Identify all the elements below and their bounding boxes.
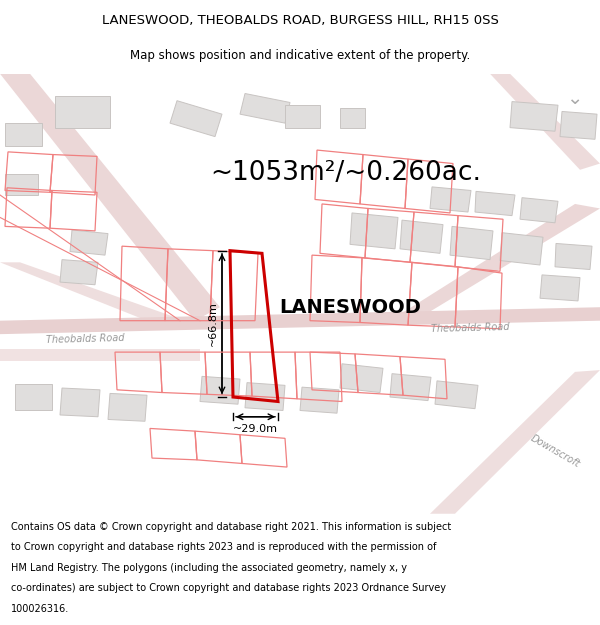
Polygon shape bbox=[435, 381, 478, 409]
Polygon shape bbox=[60, 259, 98, 285]
Polygon shape bbox=[240, 94, 290, 123]
Polygon shape bbox=[340, 108, 365, 127]
Polygon shape bbox=[0, 349, 200, 361]
Text: ⌄: ⌄ bbox=[566, 89, 582, 108]
Polygon shape bbox=[400, 220, 443, 253]
Polygon shape bbox=[390, 204, 600, 321]
Text: to Crown copyright and database rights 2023 and is reproduced with the permissio: to Crown copyright and database rights 2… bbox=[11, 542, 436, 552]
Polygon shape bbox=[430, 370, 600, 514]
Polygon shape bbox=[540, 275, 580, 301]
Polygon shape bbox=[430, 187, 471, 212]
Polygon shape bbox=[490, 74, 600, 170]
Text: Contains OS data © Crown copyright and database right 2021. This information is : Contains OS data © Crown copyright and d… bbox=[11, 521, 451, 531]
Polygon shape bbox=[300, 387, 339, 413]
Polygon shape bbox=[555, 244, 592, 269]
Text: Theobalds Road: Theobalds Road bbox=[46, 332, 124, 344]
Text: ~29.0m: ~29.0m bbox=[233, 424, 278, 434]
Polygon shape bbox=[520, 198, 558, 222]
Polygon shape bbox=[500, 232, 543, 265]
Text: LANESWOOD, THEOBALDS ROAD, BURGESS HILL, RH15 0SS: LANESWOOD, THEOBALDS ROAD, BURGESS HILL,… bbox=[101, 14, 499, 27]
Text: LANESWOOD: LANESWOOD bbox=[279, 298, 421, 317]
Polygon shape bbox=[55, 96, 110, 128]
Text: Map shows position and indicative extent of the property.: Map shows position and indicative extent… bbox=[130, 49, 470, 62]
Polygon shape bbox=[390, 374, 431, 401]
Polygon shape bbox=[70, 230, 108, 255]
Polygon shape bbox=[15, 384, 52, 411]
Polygon shape bbox=[5, 123, 42, 146]
Polygon shape bbox=[200, 376, 240, 404]
Text: ~1053m²/~0.260ac.: ~1053m²/~0.260ac. bbox=[210, 159, 481, 186]
Text: Theobalds Road: Theobalds Road bbox=[431, 322, 509, 334]
Text: HM Land Registry. The polygons (including the associated geometry, namely x, y: HM Land Registry. The polygons (includin… bbox=[11, 562, 407, 572]
Polygon shape bbox=[285, 105, 320, 127]
Polygon shape bbox=[340, 364, 383, 392]
Polygon shape bbox=[0, 74, 220, 321]
Polygon shape bbox=[0, 262, 185, 328]
Polygon shape bbox=[170, 101, 222, 137]
Text: ~66.8m: ~66.8m bbox=[208, 301, 218, 346]
Text: co-ordinates) are subject to Crown copyright and database rights 2023 Ordnance S: co-ordinates) are subject to Crown copyr… bbox=[11, 583, 446, 593]
Polygon shape bbox=[0, 308, 600, 334]
Polygon shape bbox=[350, 213, 398, 249]
Polygon shape bbox=[560, 111, 597, 139]
Polygon shape bbox=[245, 382, 285, 411]
Text: 100026316.: 100026316. bbox=[11, 604, 69, 614]
Polygon shape bbox=[510, 102, 558, 131]
Polygon shape bbox=[60, 388, 100, 417]
Polygon shape bbox=[108, 393, 147, 421]
Polygon shape bbox=[450, 226, 493, 259]
Polygon shape bbox=[5, 174, 38, 195]
Polygon shape bbox=[475, 191, 515, 216]
Text: Downscroft: Downscroft bbox=[529, 432, 581, 469]
